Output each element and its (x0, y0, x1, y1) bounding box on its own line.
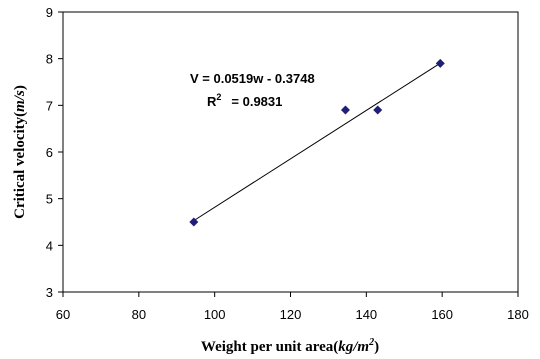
x-tick-label: 140 (355, 307, 377, 322)
y-axis-title-main: Critical velocity( (12, 112, 28, 219)
x-tick-label: 60 (56, 307, 70, 322)
r-squared-label: R2 = 0.9831 (207, 92, 282, 109)
y-tick-label: 5 (46, 192, 53, 207)
x-axis-title-unit: kg/m (338, 339, 369, 355)
x-tick-label: 80 (132, 307, 146, 322)
y-axis-title: Critical velocity(m/s) (12, 85, 28, 219)
y-tick-label: 6 (46, 145, 53, 160)
x-axis-ticks: 60 80 100 120 140 160 180 (56, 292, 529, 322)
data-point (435, 58, 445, 68)
y-axis-title-unit: m/s (12, 90, 28, 112)
x-axis-title-close: ) (374, 339, 379, 355)
plot-area (62, 11, 519, 293)
r-squared-value: = 0.9831 (231, 94, 282, 109)
trendline (193, 62, 441, 222)
data-point (340, 105, 350, 115)
y-tick-label: 7 (46, 98, 53, 113)
x-axis-title: Weight per unit area(kg/m2) (201, 337, 379, 355)
x-axis-title-unit-sup: 2 (368, 337, 374, 348)
r-squared-base: R (207, 94, 217, 109)
y-axis-ticks: 3 4 5 6 7 8 9 (46, 5, 63, 300)
x-tick-label: 100 (204, 307, 226, 322)
x-tick-label: 180 (507, 307, 529, 322)
y-tick-label: 8 (46, 52, 53, 67)
y-tick-label: 4 (46, 238, 53, 253)
trendline-equation: V = 0.0519w - 0.3748 (190, 71, 315, 86)
y-axis-title-close: ) (12, 85, 28, 90)
x-tick-label: 160 (431, 307, 453, 322)
x-tick-label: 120 (280, 307, 302, 322)
data-points (189, 58, 445, 227)
r-squared-sup: 2 (216, 92, 221, 102)
data-point (189, 217, 199, 227)
y-tick-label: 9 (46, 5, 53, 20)
y-tick-label: 3 (46, 285, 53, 300)
x-axis-title-main: Weight per unit area( (201, 339, 338, 355)
data-point (373, 105, 383, 115)
